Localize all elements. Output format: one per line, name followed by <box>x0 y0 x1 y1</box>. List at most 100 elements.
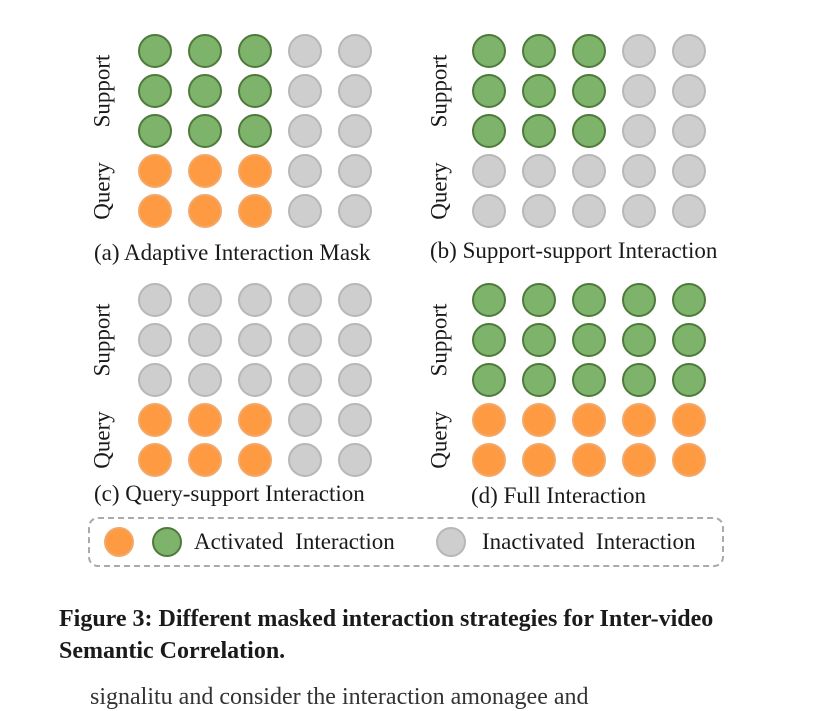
panel-b-cell-r4-c0 <box>472 194 506 228</box>
panel-a-cell-r0-c1 <box>188 34 222 68</box>
panel-d-cell-r2-c0 <box>472 363 506 397</box>
panel-b-caption: (b) Support-support Interaction <box>430 238 718 263</box>
figure-caption: Figure 3: Different masked interaction s… <box>59 606 714 664</box>
panel-d-cell-r1-c3 <box>622 323 656 357</box>
panel-c-cell-r3-c0 <box>138 403 172 437</box>
panel-a-support-label: Support <box>89 54 114 127</box>
panel-d-support-label: Support <box>426 303 451 376</box>
panel-d-cell-r4-c3 <box>622 443 656 477</box>
panel-d-cell-r4-c4 <box>672 443 706 477</box>
panel-c-caption: (c) Query-support Interaction <box>94 481 365 506</box>
panel-a-caption: (a) Adaptive Interaction Mask <box>94 240 371 265</box>
panel-a-cell-r3-c0 <box>138 154 172 188</box>
panel-d-cell-r3-c2 <box>572 403 606 437</box>
panel-a-cell-r2-c0 <box>138 114 172 148</box>
interaction-grids: Support Query Support Query Support Query Supp… <box>89 34 706 477</box>
legend-inactivated-label: Inactivated Interaction <box>482 529 696 554</box>
panel-a-cell-r2-c4 <box>338 114 372 148</box>
panel-b-cell-r0-c3 <box>622 34 656 68</box>
panel-c-cell-r3-c2 <box>238 403 272 437</box>
panel-b-cell-r2-c4 <box>672 114 706 148</box>
panel-d-cell-r0-c3 <box>622 283 656 317</box>
panel-b-cell-r4-c2 <box>572 194 606 228</box>
panel-d-cell-r1-c1 <box>522 323 556 357</box>
panel-b-cell-r0-c0 <box>472 34 506 68</box>
panel-b-cell-r2-c0 <box>472 114 506 148</box>
panel-d-cell-r4-c1 <box>522 443 556 477</box>
panel-c-cell-r1-c1 <box>188 323 222 357</box>
panel-c-cell-r3-c1 <box>188 403 222 437</box>
panel-a-cell-r0-c4 <box>338 34 372 68</box>
body-text-fragment: signalitu and consider the interaction a… <box>90 684 589 710</box>
panel-a-cell-r4-c0 <box>138 194 172 228</box>
panel-c-cell-r2-c0 <box>138 363 172 397</box>
legend-query-dot <box>104 527 134 557</box>
panel-d-cell-r3-c4 <box>672 403 706 437</box>
panel-c-cell-r4-c2 <box>238 443 272 477</box>
panel-c-cell-r0-c4 <box>338 283 372 317</box>
panel-c-cell-r4-c0 <box>138 443 172 477</box>
panel-c-cell-r1-c2 <box>238 323 272 357</box>
panel-c-cell-r4-c4 <box>338 443 372 477</box>
panel-c-cell-r0-c0 <box>138 283 172 317</box>
panel-c-cell-r3-c3 <box>288 403 322 437</box>
panel-a-cell-r1-c2 <box>238 74 272 108</box>
panel-d-cell-r3-c3 <box>622 403 656 437</box>
panel-b-cell-r3-c0 <box>472 154 506 188</box>
panel-d-cell-r2-c1 <box>522 363 556 397</box>
panel-b-cell-r3-c1 <box>522 154 556 188</box>
panel-a-cell-r4-c3 <box>288 194 322 228</box>
panel-c-cell-r0-c2 <box>238 283 272 317</box>
panel-a-cell-r1-c0 <box>138 74 172 108</box>
panel-b-cell-r4-c4 <box>672 194 706 228</box>
panel-d-cell-r2-c4 <box>672 363 706 397</box>
panel-a-cell-r1-c1 <box>188 74 222 108</box>
panel-d-cell-r0-c1 <box>522 283 556 317</box>
panel-b-cell-r0-c1 <box>522 34 556 68</box>
panel-a-cell-r0-c2 <box>238 34 272 68</box>
panel-a-cell-r2-c3 <box>288 114 322 148</box>
panel-c-cell-r2-c3 <box>288 363 322 397</box>
panel-b-cell-r1-c0 <box>472 74 506 108</box>
panel-b-cell-r2-c1 <box>522 114 556 148</box>
panel-a-cell-r2-c1 <box>188 114 222 148</box>
panel-c-cell-r4-c1 <box>188 443 222 477</box>
panel-c-cell-r0-c3 <box>288 283 322 317</box>
panel-b-cell-r2-c2 <box>572 114 606 148</box>
panel-d-cell-r2-c3 <box>622 363 656 397</box>
legend-support-dot <box>152 527 182 557</box>
panel-b-cell-r4-c1 <box>522 194 556 228</box>
panel-a-cell-r0-c3 <box>288 34 322 68</box>
panel-b-cell-r3-c3 <box>622 154 656 188</box>
legend: Activated Interaction Inactivated Intera… <box>88 517 724 567</box>
panel-c-cell-r2-c4 <box>338 363 372 397</box>
panel-d-cell-r0-c4 <box>672 283 706 317</box>
panel-d-caption: (d) Full Interaction <box>471 483 647 508</box>
panel-c-cell-r2-c2 <box>238 363 272 397</box>
panel-d-cell-r4-c2 <box>572 443 606 477</box>
panel-a-cell-r4-c1 <box>188 194 222 228</box>
legend-activated-label: Activated Interaction <box>194 529 395 554</box>
panel-a-cell-r4-c2 <box>238 194 272 228</box>
panel-a-cell-r4-c4 <box>338 194 372 228</box>
legend-inactive-dot <box>436 527 466 557</box>
panel-c-cell-r3-c4 <box>338 403 372 437</box>
panel-d-cell-r1-c2 <box>572 323 606 357</box>
panel-b-cell-r1-c1 <box>522 74 556 108</box>
panel-a-cell-r1-c3 <box>288 74 322 108</box>
panel-b-support-label: Support <box>426 54 451 127</box>
panel-a-cell-r3-c4 <box>338 154 372 188</box>
panel-b-cell-r2-c3 <box>622 114 656 148</box>
panel-d-cell-r3-c0 <box>472 403 506 437</box>
panel-a-cell-r1-c4 <box>338 74 372 108</box>
panel-b-cell-r1-c4 <box>672 74 706 108</box>
panel-c-cell-r2-c1 <box>188 363 222 397</box>
panel-c-cell-r1-c3 <box>288 323 322 357</box>
panel-c-cell-r4-c3 <box>288 443 322 477</box>
panel-b-cell-r3-c2 <box>572 154 606 188</box>
panel-b-cell-r4-c3 <box>622 194 656 228</box>
panel-b-cell-r0-c4 <box>672 34 706 68</box>
panel-d-cell-r1-c0 <box>472 323 506 357</box>
panel-d-cell-r3-c1 <box>522 403 556 437</box>
